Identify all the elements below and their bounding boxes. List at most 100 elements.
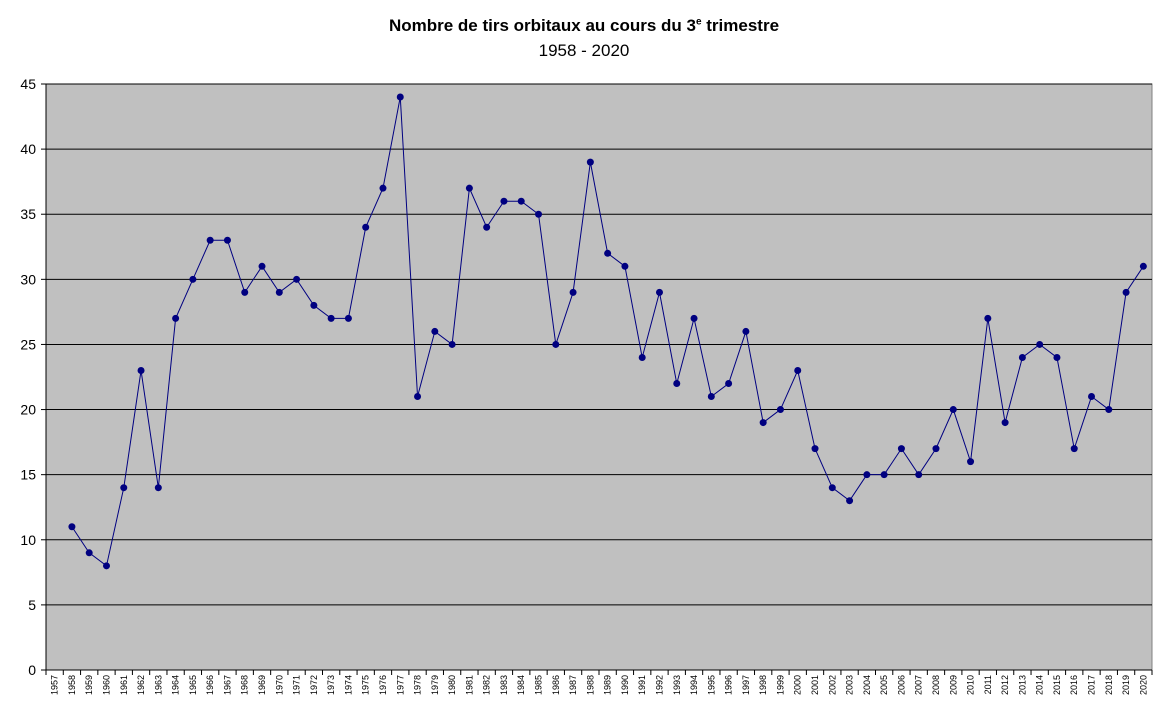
x-tick-label: 2017 (1087, 675, 1097, 695)
data-point (500, 197, 508, 205)
x-tick-label: 1972 (309, 675, 319, 695)
data-point (189, 275, 197, 283)
x-tick-label: 1959 (84, 675, 94, 695)
data-point (552, 340, 560, 348)
data-point (690, 314, 698, 322)
x-tick-label: 2003 (845, 675, 855, 695)
chart-title-superscript: e (695, 16, 702, 28)
data-point (414, 393, 422, 401)
x-tick-label: 1987 (568, 675, 578, 695)
y-tick-label: 35 (20, 206, 36, 222)
data-point (1053, 353, 1061, 361)
x-tick-label: 1964 (171, 675, 181, 695)
x-tick-label: 1980 (447, 675, 457, 695)
data-point (448, 340, 456, 348)
data-point (1139, 262, 1147, 270)
x-tick-label: 1990 (620, 675, 630, 695)
data-point (241, 288, 249, 296)
x-tick-label: 2011 (983, 675, 993, 694)
x-tick-label: 1973 (326, 675, 336, 695)
data-point (275, 288, 283, 296)
data-point (68, 523, 76, 531)
y-tick-label: 25 (20, 336, 36, 352)
x-tick-label: 2020 (1138, 675, 1148, 695)
plot-area (45, 83, 1153, 671)
x-tick-label: 1988 (585, 675, 595, 695)
x-tick-label: 1970 (274, 675, 284, 695)
data-point (102, 562, 110, 570)
x-tick-label: 2000 (793, 675, 803, 695)
data-point (1070, 445, 1078, 453)
data-point (1105, 406, 1113, 414)
data-point (776, 406, 784, 414)
x-tick-label: 1974 (343, 675, 353, 695)
data-point (258, 262, 266, 270)
axes: 0 5 10 15 20 25 30 35 40 45 1957 1958 1959 1960 1961 19… (20, 76, 1153, 695)
x-tick-label: 1969 (257, 675, 267, 695)
x-tick-label: 1957 (50, 675, 60, 695)
data-point (344, 314, 352, 322)
y-tick-label: 0 (28, 662, 36, 678)
data-point (707, 393, 715, 401)
x-tick-label: 1981 (464, 675, 474, 695)
x-tick-label: 1979 (430, 675, 440, 695)
x-tick-label: 2019 (1121, 675, 1131, 695)
data-point (863, 471, 871, 479)
data-point (379, 184, 387, 192)
data-point (846, 497, 854, 505)
x-tick-label: 1975 (361, 675, 371, 695)
data-point (206, 236, 214, 244)
x-tick-label: 2013 (1017, 675, 1027, 695)
data-point (310, 301, 318, 309)
data-point (120, 484, 128, 492)
data-point (725, 380, 733, 388)
x-tick-label: 1985 (534, 675, 544, 695)
data-point (223, 236, 231, 244)
data-point (811, 445, 819, 453)
x-tick-label: 1993 (672, 675, 682, 695)
data-point (517, 197, 525, 205)
x-tick-label: 2016 (1069, 675, 1079, 695)
data-point (293, 275, 301, 283)
data-point (1036, 340, 1044, 348)
x-tick-label: 1986 (551, 675, 561, 695)
y-tick-label: 5 (28, 597, 36, 613)
data-point (984, 314, 992, 322)
x-tick-label: 2014 (1035, 675, 1045, 695)
x-tick-label: 1998 (758, 675, 768, 695)
data-point (396, 93, 404, 101)
data-point (759, 419, 767, 427)
data-point (85, 549, 93, 557)
data-point (621, 262, 629, 270)
y-tick-label: 15 (20, 467, 36, 483)
x-tick-label: 1967 (222, 675, 232, 695)
x-tick-label: 2005 (879, 675, 889, 695)
data-point (638, 353, 646, 361)
x-tick-label: 1966 (205, 675, 215, 695)
data-point (1088, 393, 1096, 401)
x-tick-label: 2012 (1000, 675, 1010, 695)
x-tick-label: 2002 (827, 675, 837, 695)
x-tick-label: 1983 (499, 675, 509, 695)
x-tick-label: 1978 (413, 675, 423, 695)
data-point (967, 458, 975, 466)
data-point (535, 210, 543, 218)
x-tick-label: 1991 (637, 675, 647, 695)
gridlines (46, 83, 1152, 606)
x-tick-label: 1995 (706, 675, 716, 695)
x-tick-label: 1999 (775, 675, 785, 695)
x-tick-label: 2007 (914, 675, 924, 695)
x-tick-label: 1994 (689, 675, 699, 695)
x-tick-label: 2008 (931, 675, 941, 695)
data-point (932, 445, 940, 453)
x-tick-label: 1958 (67, 675, 77, 695)
y-tick-label: 45 (20, 76, 36, 92)
data-point (1018, 353, 1026, 361)
series-layer (68, 93, 1147, 570)
x-tick-label: 1962 (136, 675, 146, 695)
x-tick-label: 2004 (862, 675, 872, 695)
data-point (673, 380, 681, 388)
data-point (655, 288, 663, 296)
data-point (794, 366, 802, 374)
data-point (154, 484, 162, 492)
